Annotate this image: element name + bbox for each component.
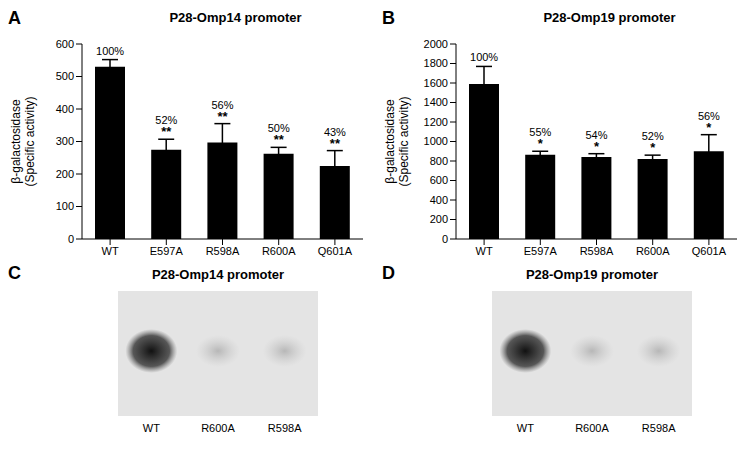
svg-text:0: 0: [68, 233, 74, 245]
svg-text:WT: WT: [102, 245, 119, 257]
svg-text:1800: 1800: [424, 57, 448, 69]
svg-text:E597A: E597A: [524, 245, 558, 257]
svg-text:56%: 56%: [211, 99, 233, 111]
svg-text:**: **: [330, 136, 341, 151]
svg-text:R598A: R598A: [580, 245, 614, 257]
svg-text:1000: 1000: [424, 135, 448, 147]
html-text:A: A: [8, 8, 21, 28]
svg-text:R598A: R598A: [268, 422, 302, 434]
svg-text:500: 500: [56, 70, 74, 82]
svg-text:55%: 55%: [529, 126, 551, 138]
svg-text:(Specific activity): (Specific activity): [23, 96, 37, 186]
svg-text:**: **: [217, 109, 228, 124]
svg-text:β-galactosidase: β-galactosidase: [9, 99, 23, 184]
svg-text:100: 100: [56, 200, 74, 212]
svg-text:P28-Omp14 promoter: P28-Omp14 promoter: [152, 267, 284, 282]
svg-text:R600A: R600A: [262, 245, 296, 257]
svg-text:52%: 52%: [642, 130, 664, 142]
html-text:P28-Omp14 promoter: P28-Omp14 promoter: [169, 10, 302, 25]
svg-text:1600: 1600: [424, 77, 448, 89]
html-text:B: B: [382, 8, 395, 28]
svg-text:*: *: [538, 136, 544, 151]
svg-text:*: *: [594, 139, 600, 154]
svg-text:Q601A: Q601A: [318, 245, 353, 257]
svg-text:400: 400: [430, 194, 448, 206]
svg-text:1400: 1400: [424, 96, 448, 108]
svg-text:Q601A: Q601A: [692, 245, 727, 257]
svg-text:R598A: R598A: [642, 422, 676, 434]
svg-text:WT: WT: [143, 422, 160, 434]
svg-text:R598A: R598A: [206, 245, 240, 257]
svg-text:β-galactosidase: β-galactosidase: [383, 99, 397, 184]
svg-text:R600A: R600A: [636, 245, 670, 257]
svg-text:R600A: R600A: [201, 422, 235, 434]
svg-text:200: 200: [430, 213, 448, 225]
html-text:D: D: [382, 263, 395, 283]
svg-text:WT: WT: [517, 422, 534, 434]
svg-text:300: 300: [56, 135, 74, 147]
svg-text:(Specific activity): (Specific activity): [397, 96, 411, 186]
svg-text:50%: 50%: [268, 122, 290, 134]
svg-text:52%: 52%: [155, 114, 177, 126]
svg-text:*: *: [650, 140, 656, 155]
svg-text:0: 0: [442, 233, 448, 245]
svg-text:**: **: [161, 124, 172, 139]
html-text:P28-Omp19 promoter: P28-Omp19 promoter: [543, 10, 676, 25]
svg-text:56%: 56%: [698, 110, 720, 122]
svg-text:200: 200: [56, 168, 74, 180]
svg-text:E597A: E597A: [150, 245, 184, 257]
svg-text:WT: WT: [476, 245, 493, 257]
svg-text:400: 400: [56, 103, 74, 115]
svg-text:100%: 100%: [470, 51, 498, 63]
svg-text:100%: 100%: [96, 45, 124, 57]
svg-text:43%: 43%: [324, 126, 346, 138]
svg-text:800: 800: [430, 155, 448, 167]
svg-text:R600A: R600A: [575, 422, 609, 434]
svg-text:2000: 2000: [424, 38, 448, 50]
html-text:C: C: [8, 263, 21, 283]
svg-text:**: **: [274, 132, 285, 147]
svg-text:*: *: [706, 120, 712, 135]
svg-text:600: 600: [56, 38, 74, 50]
svg-text:600: 600: [430, 174, 448, 186]
svg-text:54%: 54%: [585, 129, 607, 141]
svg-text:1200: 1200: [424, 116, 448, 128]
svg-text:P28-Omp19 promoter: P28-Omp19 promoter: [526, 267, 658, 282]
